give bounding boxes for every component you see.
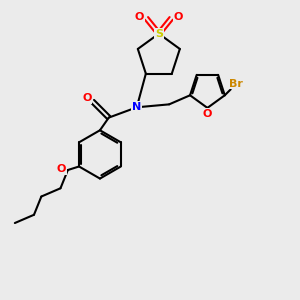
Text: N: N [132, 102, 141, 112]
Text: O: O [57, 164, 66, 174]
Text: O: O [82, 93, 92, 103]
Text: S: S [155, 29, 163, 39]
Text: O: O [174, 12, 183, 22]
Text: Br: Br [229, 79, 243, 88]
Text: O: O [202, 110, 212, 119]
Text: O: O [134, 12, 144, 22]
